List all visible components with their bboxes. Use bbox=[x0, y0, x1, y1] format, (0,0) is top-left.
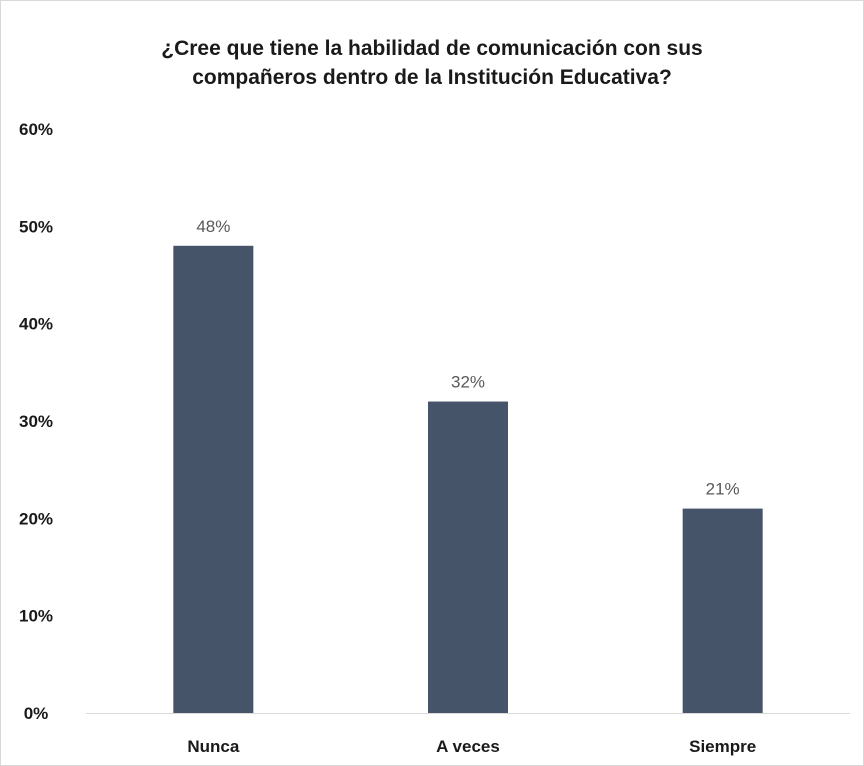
bar bbox=[682, 508, 763, 713]
y-tick-label: 50% bbox=[19, 217, 53, 236]
chart-title-line-2: compañeros dentro de la Institución Educ… bbox=[192, 66, 672, 89]
chart-title: ¿Cree que tiene la habilidad de comunica… bbox=[0, 34, 864, 92]
y-tick-label: 20% bbox=[19, 509, 53, 528]
bar bbox=[173, 245, 254, 714]
category-label: Nunca bbox=[187, 737, 240, 756]
y-tick-label: 0% bbox=[24, 704, 49, 723]
data-label: 21% bbox=[706, 480, 740, 499]
bar bbox=[428, 401, 508, 713]
category-label: A veces bbox=[436, 737, 500, 756]
y-tick-label: 60% bbox=[19, 120, 53, 139]
data-label: 48% bbox=[196, 217, 230, 236]
data-label: 32% bbox=[451, 373, 485, 392]
y-tick-label: 10% bbox=[19, 607, 53, 626]
y-tick-label: 40% bbox=[19, 315, 53, 334]
category-label: Siempre bbox=[689, 737, 756, 756]
y-tick-label: 30% bbox=[19, 412, 53, 431]
chart-title-line-1: ¿Cree que tiene la habilidad de comunica… bbox=[161, 37, 703, 60]
